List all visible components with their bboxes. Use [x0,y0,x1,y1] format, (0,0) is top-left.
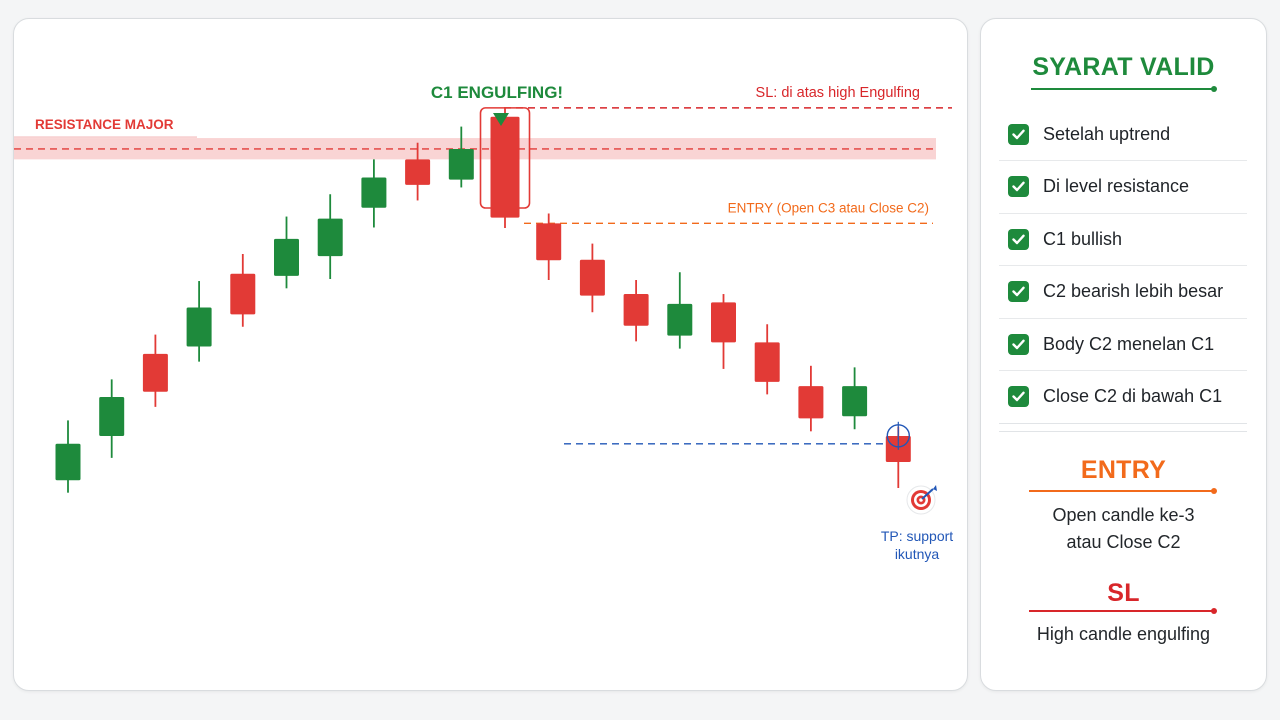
sl-text: High candle engulfing [1036,624,1211,644]
condition-text: Body C2 menelan C1 [1043,333,1215,354]
down-arrow-icon [493,113,509,126]
section-divider [999,431,1247,432]
engulfing-highlight-box [479,107,531,209]
condition-item: C2 bearish lebih besar [999,266,1247,319]
candle-body [623,294,649,326]
candle-body [667,303,693,336]
candle-body [448,148,474,180]
candle-body [798,386,824,419]
chart-title: C1 ENGULFING! [431,83,563,102]
condition-text: Setelah uptrend [1043,123,1171,144]
checkbox-checked-icon [1008,176,1029,197]
target-icon [906,485,937,515]
checkbox-checked-icon [1008,386,1029,407]
candle-body [230,273,256,315]
candles-group [55,107,911,493]
candle-body [317,218,343,257]
condition-item: Body C2 menelan C1 [999,318,1247,371]
tp-marker-icon [886,421,910,450]
candle-body [361,177,387,208]
checkbox-checked-icon [1008,123,1029,145]
condition-text: Close C2 di bawah C1 [1043,386,1223,406]
resistance-label: RESISTANCE MAJOR [35,117,174,132]
candle-body [405,159,431,185]
side-title-rule [1031,86,1217,92]
chart-panel: RESISTANCE MAJOR SL: di atas high Engulf… [13,18,968,691]
sl-rule [1029,608,1217,614]
candle-body [536,223,562,261]
candle-body [186,307,212,347]
candle-body [99,397,125,436]
candlestick-chart: RESISTANCE MAJOR SL: di atas high Engulf… [14,83,953,562]
checkbox-checked-icon [1008,333,1029,355]
condition-item: Close C2 di bawah C1 [999,371,1247,423]
condition-text: Di level resistance [1043,176,1190,196]
entry-title: ENTRY [1080,456,1167,484]
candle-body [754,342,780,382]
entry-label: ENTRY (Open C3 atau Close C2) [728,200,929,215]
candle-body [579,259,605,296]
condition-text: C2 bearish lebih besar [1043,281,1224,301]
engulfing-candle-body [490,116,520,218]
candle-body [55,443,81,481]
side-title: SYARAT VALID [1032,53,1215,81]
checkbox-checked-icon [1008,228,1029,250]
candle-body [842,386,868,417]
candle-body [274,238,299,276]
entry-text-line1: Open candle ke-3 [1052,505,1195,525]
entry-text-line2: atau Close C2 [1066,532,1181,552]
sl-label: SL: di atas high Engulfing [756,85,920,101]
condition-item: C1 bullish [999,213,1247,266]
tp-label-line2: ikutnya [895,546,940,562]
sl-title: SL [1107,579,1140,607]
condition-text: C1 bullish [1043,228,1123,249]
checkbox-checked-icon [1008,281,1029,302]
condition-item: Di level resistance [999,161,1247,214]
entry-rule [1029,488,1217,494]
candle-body [142,353,168,392]
condition-item: Setelah uptrend [999,108,1247,161]
tp-label-line1: TP: support [881,528,953,544]
candle-body [711,302,736,343]
conditions-bottom-divider [999,423,1247,424]
side-panel: SYARAT VALID Setelah uptrend Di level res… [980,18,1267,691]
